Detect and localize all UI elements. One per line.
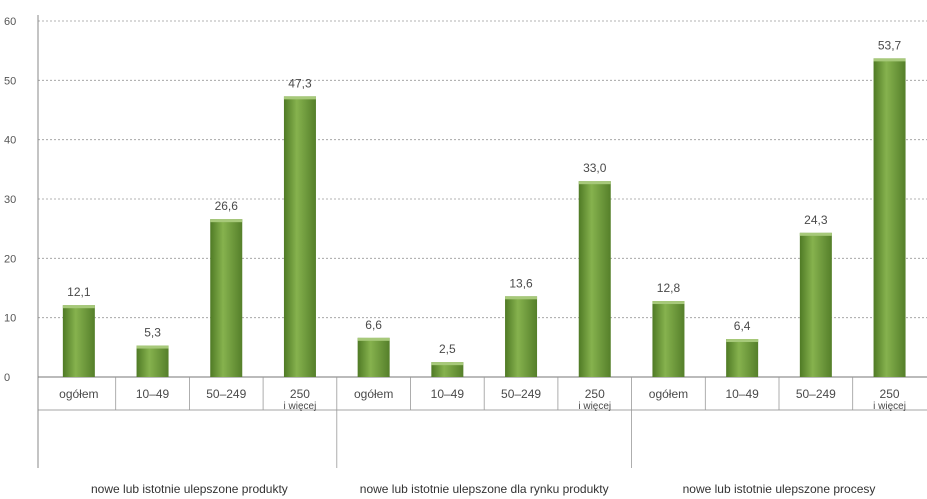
- category-label: 10–49: [725, 387, 759, 401]
- bar-top: [799, 232, 832, 236]
- category-label: 10–49: [136, 387, 170, 401]
- bar: [652, 301, 685, 377]
- group-label: nowe lub istotnie ulepszone dla rynku pr…: [360, 482, 609, 496]
- category-label: ogółem: [649, 387, 688, 401]
- bar: [431, 362, 464, 377]
- bar: [799, 232, 832, 377]
- data-label: 6,4: [734, 319, 751, 333]
- data-label: 5,3: [144, 326, 161, 340]
- bar-top: [210, 219, 243, 223]
- bar-top: [873, 58, 906, 62]
- category-label: 50–249: [206, 387, 246, 401]
- y-tick-label: 0: [4, 372, 10, 384]
- y-tick-label: 10: [4, 313, 16, 325]
- data-label: 53,7: [878, 38, 902, 52]
- data-label: 47,3: [288, 76, 312, 90]
- data-label: 12,1: [67, 285, 91, 299]
- category-label: 250: [585, 387, 605, 401]
- y-tick-label: 40: [4, 135, 16, 147]
- gridlines: [38, 20, 927, 319]
- group-label: nowe lub istotnie ulepszone procesy: [683, 482, 876, 496]
- category-label-line2: i więcej: [873, 401, 906, 412]
- bar: [505, 296, 538, 377]
- bar: [136, 345, 169, 377]
- bar: [873, 58, 906, 377]
- data-label: 6,6: [365, 318, 382, 332]
- category-label: 10–49: [431, 387, 465, 401]
- bar-top: [431, 362, 464, 366]
- category-label: ogółem: [354, 387, 393, 401]
- category-label: 250: [290, 387, 310, 401]
- category-label-line2: i więcej: [284, 401, 317, 412]
- bar-top: [726, 339, 759, 343]
- bar-top: [136, 345, 169, 349]
- bar-top: [505, 296, 538, 300]
- bar-top: [283, 96, 316, 100]
- bar-top: [357, 337, 390, 341]
- bars: [62, 58, 906, 377]
- y-tick-label: 20: [4, 253, 16, 265]
- bar: [578, 181, 611, 377]
- category-label-line2: i więcej: [578, 401, 611, 412]
- data-label: 26,6: [215, 199, 239, 213]
- data-label: 13,6: [509, 276, 533, 290]
- bar-top: [652, 301, 685, 305]
- bar: [283, 96, 316, 377]
- y-tick-label: 60: [4, 16, 16, 28]
- group-label: nowe lub istotnie ulepszone produkty: [91, 482, 288, 496]
- data-label: 33,0: [583, 161, 607, 175]
- category-label: 50–249: [501, 387, 541, 401]
- bar: [210, 219, 243, 377]
- bar: [726, 339, 759, 377]
- data-label: 12,8: [657, 281, 681, 295]
- bar: [357, 337, 390, 377]
- category-label: 250: [880, 387, 900, 401]
- category-label: ogółem: [59, 387, 98, 401]
- y-tick-label: 30: [4, 194, 16, 206]
- bar-top: [578, 181, 611, 185]
- bar: [62, 305, 95, 377]
- data-label: 2,5: [439, 342, 456, 356]
- data-labels: 12,1 5,3 26,6 47,3 6,6 2,5 13,6 33,0 12,8 6,4 24,3…: [67, 38, 901, 356]
- data-label: 24,3: [804, 213, 828, 227]
- bar-top: [62, 305, 95, 309]
- y-tick-label: 50: [4, 75, 16, 87]
- category-label: 50–249: [796, 387, 836, 401]
